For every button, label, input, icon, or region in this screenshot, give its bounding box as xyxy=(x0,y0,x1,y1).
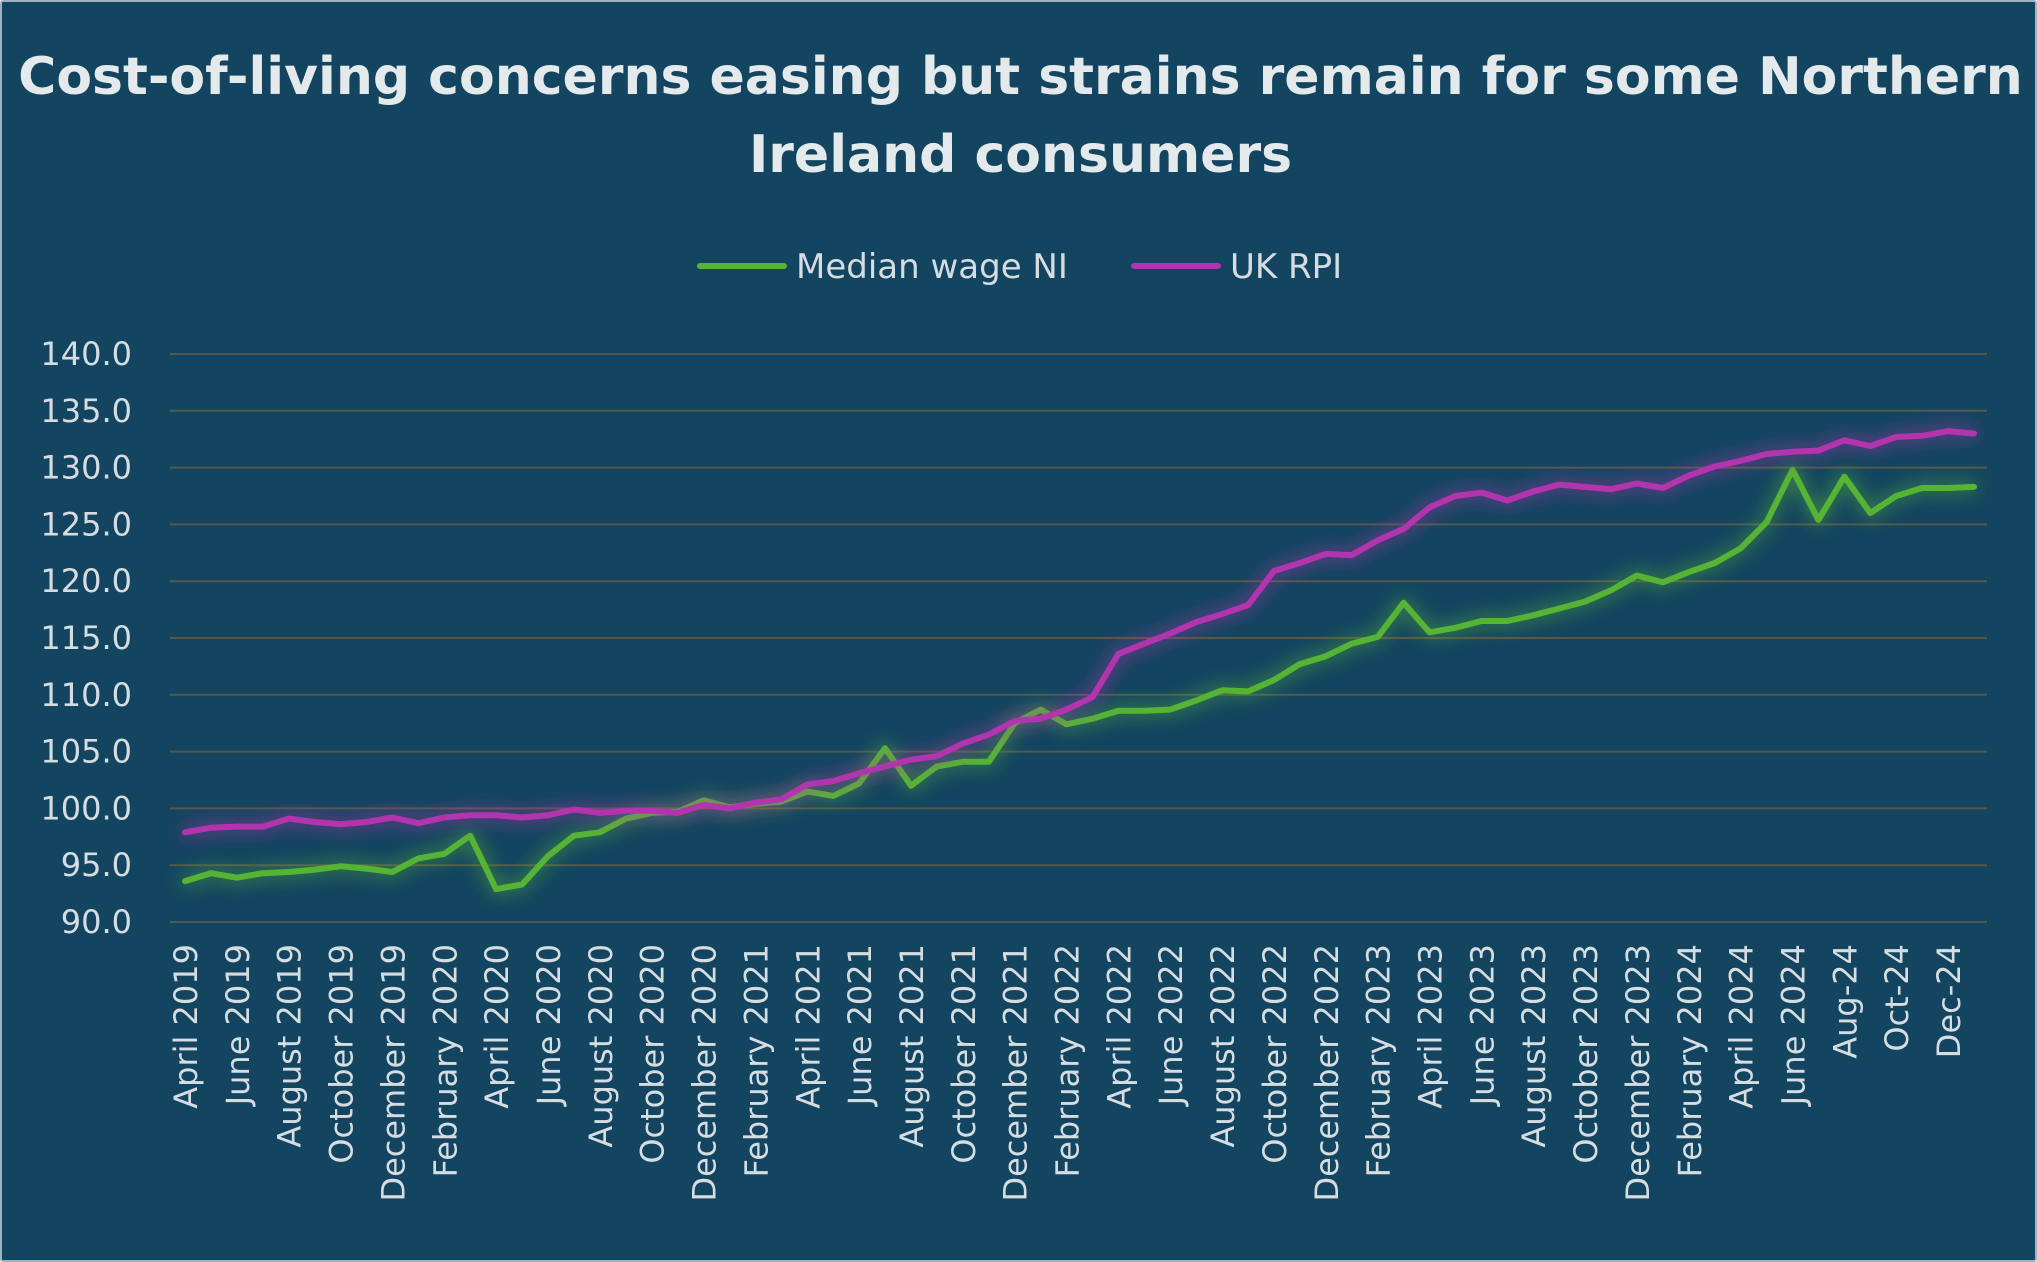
y-tick-label: 105.0 xyxy=(40,733,132,771)
x-tick-label: February 2022 xyxy=(1049,944,1087,1177)
x-tick-label: June 2019 xyxy=(219,944,257,1107)
chart-title: Cost-of-living concerns easing but strai… xyxy=(18,47,2023,185)
x-tick-label: February 2023 xyxy=(1360,944,1398,1177)
legend-label-rpi: UK RPI xyxy=(1230,247,1342,287)
y-tick-label: 140.0 xyxy=(40,335,132,373)
x-tick-label: December 2021 xyxy=(997,944,1035,1202)
x-tick-label: December 2020 xyxy=(686,944,724,1202)
legend-label-wage: Median wage NI xyxy=(796,247,1068,287)
x-tick-label: Oct-24 xyxy=(1878,944,1916,1052)
x-tick-label: June 2020 xyxy=(530,944,568,1107)
y-tick-label: 125.0 xyxy=(40,505,132,543)
y-tick-label: 120.0 xyxy=(40,562,132,600)
x-tick-label: February 2021 xyxy=(737,944,775,1177)
x-tick-label: August 2021 xyxy=(893,944,931,1148)
x-tick-label: June 2023 xyxy=(1463,944,1501,1107)
series-line-uk-rpi xyxy=(182,428,1977,836)
x-tick-label: October 2021 xyxy=(945,944,983,1164)
gridlines xyxy=(170,353,1987,923)
x-tick-label: October 2020 xyxy=(634,944,672,1164)
x-tick-label: April 2023 xyxy=(1412,944,1450,1109)
series-line-median-wage xyxy=(182,466,1977,893)
x-tick-label: October 2022 xyxy=(1256,944,1294,1164)
x-tick-label: April 2021 xyxy=(789,944,827,1109)
y-tick-label: 90.0 xyxy=(61,903,132,941)
x-tick-label: February 2024 xyxy=(1671,944,1709,1177)
y-tick-label: 95.0 xyxy=(61,846,132,884)
y-tick-label: 100.0 xyxy=(40,789,132,827)
x-tick-label: August 2020 xyxy=(582,944,620,1148)
x-tick-label: Dec-24 xyxy=(1930,944,1968,1058)
x-axis-ticks: April 2019 June 2019 August 2019 October 20… xyxy=(167,944,1968,1202)
x-tick-label: December 2023 xyxy=(1619,944,1657,1202)
x-tick-label: April 2022 xyxy=(1100,944,1138,1109)
y-tick-label: 130.0 xyxy=(40,449,132,487)
x-tick-label: February 2020 xyxy=(426,944,464,1177)
x-tick-label: April 2019 xyxy=(167,944,205,1109)
x-tick-label: October 2023 xyxy=(1567,944,1605,1164)
legend: Median wage NI UK RPI xyxy=(697,247,1342,287)
x-tick-label: June 2022 xyxy=(1152,944,1190,1107)
x-tick-label: August 2019 xyxy=(271,944,309,1148)
x-tick-label: December 2022 xyxy=(1308,944,1346,1202)
x-tick-label: December 2019 xyxy=(374,944,412,1202)
x-tick-label: Aug-24 xyxy=(1826,944,1864,1059)
x-tick-label: August 2023 xyxy=(1515,944,1553,1148)
series-lines xyxy=(182,428,1977,893)
x-tick-label: October 2019 xyxy=(323,944,361,1164)
y-tick-label: 110.0 xyxy=(40,676,132,714)
y-tick-label: 115.0 xyxy=(40,619,132,657)
x-tick-label: April 2020 xyxy=(478,944,516,1109)
x-tick-label: August 2022 xyxy=(1204,944,1242,1148)
y-tick-label: 135.0 xyxy=(40,392,132,430)
x-tick-label: April 2024 xyxy=(1723,944,1761,1109)
x-tick-label: June 2024 xyxy=(1775,944,1813,1107)
y-axis-ticks: 90.0 95.0 100.0 105.0 110.0 115.0 120.0 125.0 13… xyxy=(40,335,132,941)
x-tick-label: June 2021 xyxy=(841,944,879,1107)
